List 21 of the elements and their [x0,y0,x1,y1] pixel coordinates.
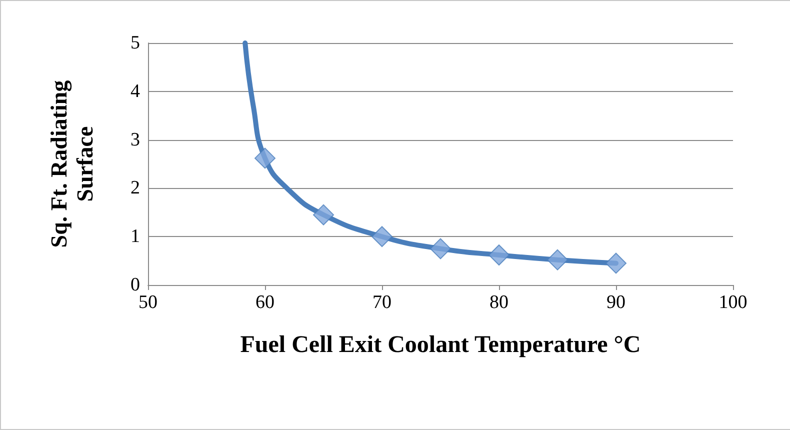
point [372,226,392,248]
x-tick-label: 60 [256,292,274,313]
point [254,148,276,169]
point [606,252,626,274]
x-tick-label: 50 [138,292,158,313]
x-tick-label: 90 [606,292,626,313]
y-tick-label: 2 [130,178,140,199]
x-tick-label: 80 [490,292,508,313]
point [313,204,334,226]
x-axis-title: Fuel Cell Exit Coolant Temperature °C [240,332,641,358]
y-tick-label: 5 [130,32,140,54]
x-tick-label: 100 [718,292,748,313]
y-tick-label: 4 [130,80,140,102]
y-axis-title: Sq. Ft. Radiating Surface [46,80,98,248]
point [430,238,451,260]
point [488,244,510,266]
point [547,249,568,270]
y-tick-label: 1 [130,226,140,248]
y-tick-label: 0 [130,274,140,296]
y-tick-label: 3 [130,129,140,150]
x-tick-label: 70 [372,292,392,313]
